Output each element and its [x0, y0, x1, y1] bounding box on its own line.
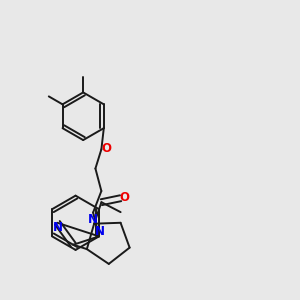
Text: O: O: [119, 191, 129, 204]
Text: N: N: [52, 221, 63, 234]
Text: O: O: [101, 142, 111, 155]
Text: N: N: [94, 225, 104, 238]
Text: N: N: [88, 213, 98, 226]
